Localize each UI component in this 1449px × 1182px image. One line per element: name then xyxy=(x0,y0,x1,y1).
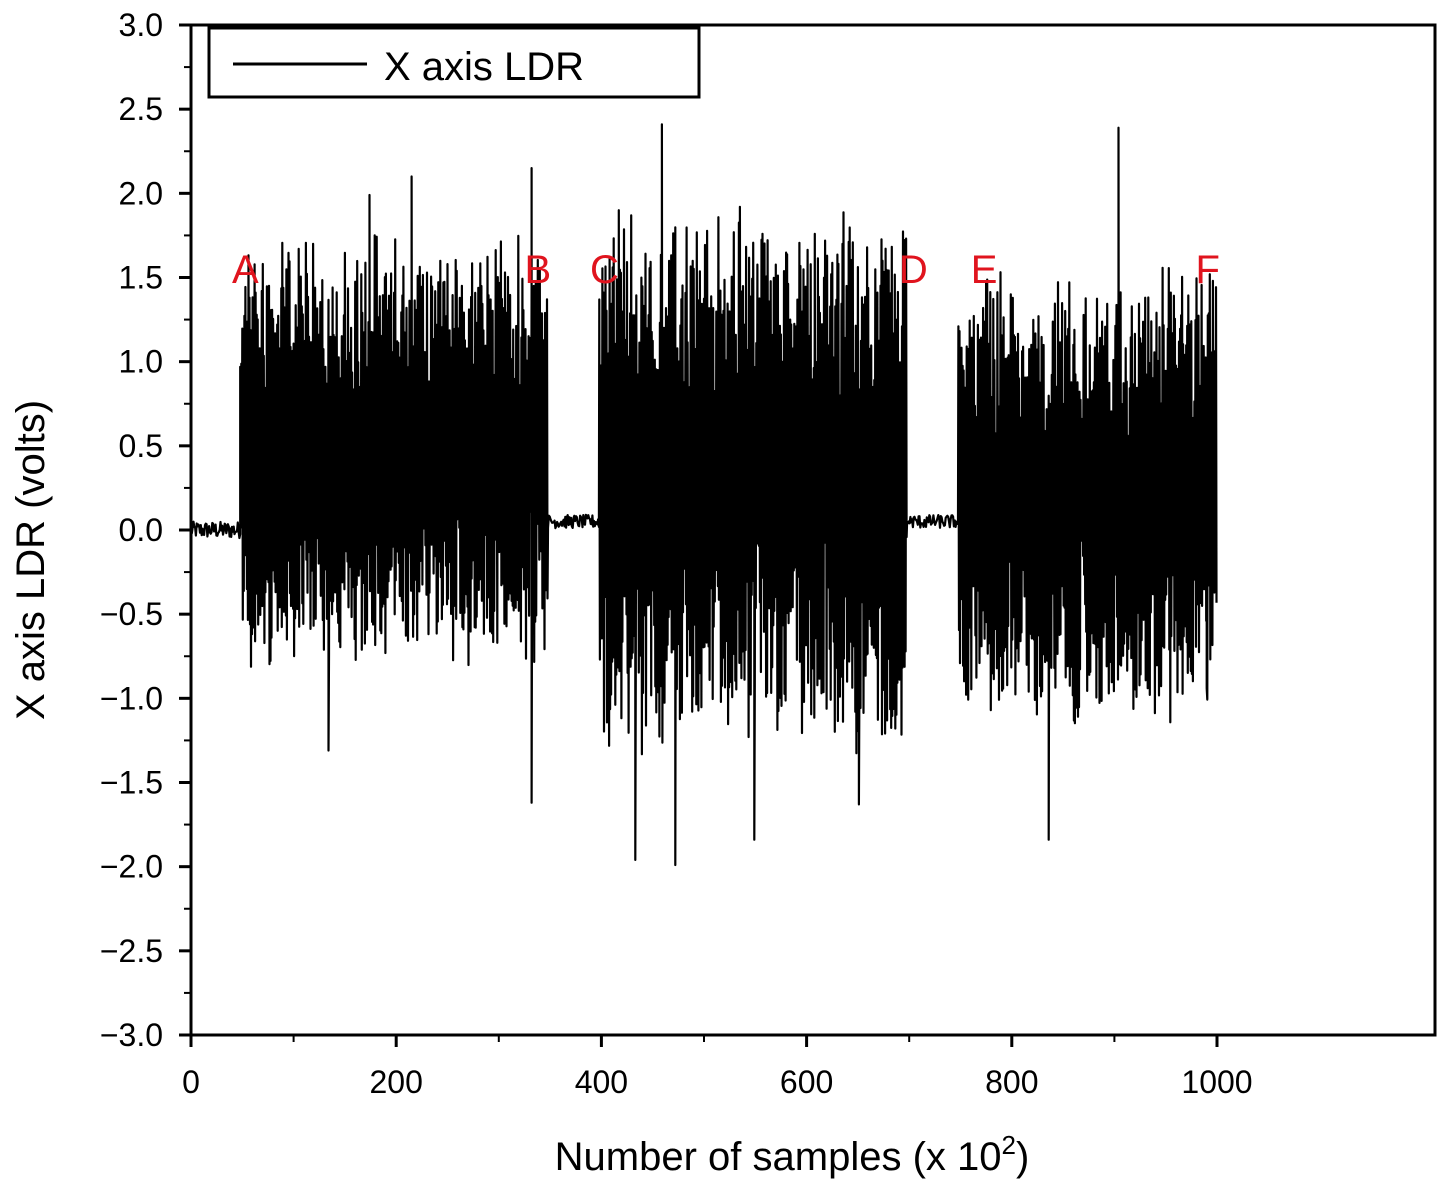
y-tick-label: 2.5 xyxy=(119,91,163,127)
y-tick-label: 0.0 xyxy=(119,512,163,548)
y-tick-label: 0.5 xyxy=(119,428,163,464)
x-tick-label: 1000 xyxy=(1181,1064,1252,1100)
y-axis-title: X axis LDR (volts) xyxy=(9,400,53,720)
y-tick-label: −1.5 xyxy=(100,765,163,801)
annotation-b: B xyxy=(524,248,551,292)
y-tick-label: 3.0 xyxy=(119,7,163,43)
x-tick-label: 800 xyxy=(985,1064,1038,1100)
x-axis: 0 200 400 600 800 1000 xyxy=(182,1035,1253,1100)
annotation-f: F xyxy=(1196,248,1220,292)
x-axis-title: Number of samples (x 102) xyxy=(555,1130,1030,1179)
x-axis-title-main: Number of samples (x 10 xyxy=(555,1135,1002,1179)
legend-label: X axis LDR xyxy=(384,45,584,89)
y-tick-label: −2.0 xyxy=(100,849,163,885)
x-axis-title-exponent: 2 xyxy=(1002,1130,1016,1160)
legend: X axis LDR xyxy=(207,26,701,99)
x-axis-title-tail: ) xyxy=(1016,1135,1029,1179)
annotation-e: E xyxy=(971,248,998,292)
x-tick-label: 200 xyxy=(370,1064,423,1100)
annotation-d: D xyxy=(899,248,928,292)
y-tick-label: −2.5 xyxy=(100,933,163,969)
x-tick-label: 600 xyxy=(780,1064,833,1100)
y-tick-label: 2.0 xyxy=(119,175,163,211)
y-tick-label: −1.0 xyxy=(100,680,163,716)
x-tick-label: 0 xyxy=(182,1064,200,1100)
y-tick-label: −0.5 xyxy=(100,596,163,632)
y-tick-label: −3.0 xyxy=(100,1017,163,1053)
series-line-x-axis-ldr xyxy=(189,123,1218,867)
y-axis: 3.0 2.5 2.0 1.5 1.0 0.5 0.0 −0.5 −1.0 −1.5 −2.0 −2.… xyxy=(100,7,191,1053)
x-tick-label: 400 xyxy=(575,1064,628,1100)
annotation-a: A xyxy=(232,248,259,292)
y-tick-label: 1.0 xyxy=(119,344,163,380)
annotation-c: C xyxy=(590,248,619,292)
y-tick-label: 1.5 xyxy=(119,260,163,296)
